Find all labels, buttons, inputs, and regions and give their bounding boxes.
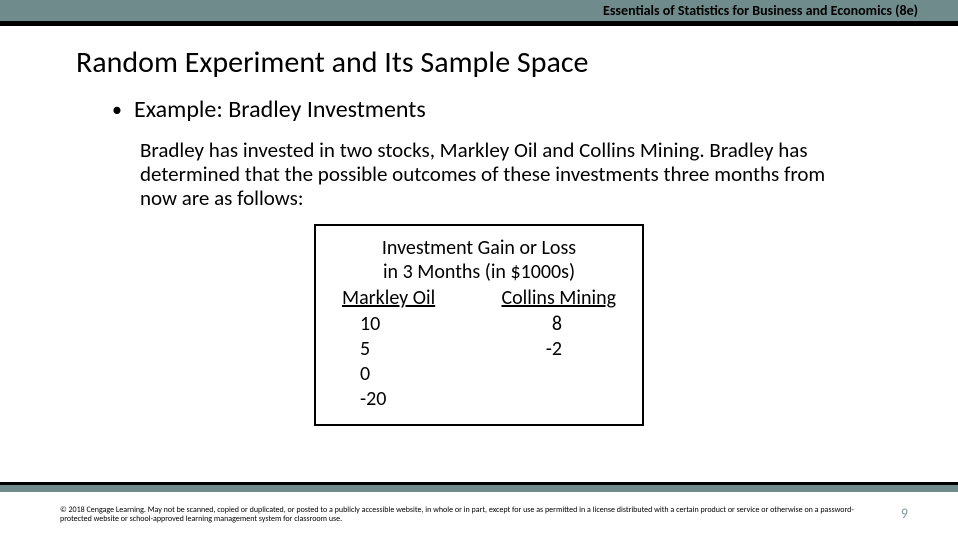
header-bar: Essentials of Statistics for Business an… — [0, 0, 958, 26]
column-markley: Markley Oil 10 5 0 -20 — [336, 286, 479, 412]
col1-v1: 10 — [360, 312, 380, 336]
copyright-text: © 2018 Cengage Learning. May not be scan… — [60, 506, 858, 524]
footer-bar — [0, 482, 958, 492]
bullet-icon: • — [112, 98, 122, 122]
outcomes-table: Investment Gain or Loss in 3 Months (in … — [314, 224, 644, 426]
table-title-line1: Investment Gain or Loss — [382, 236, 576, 260]
col1-values: 10 5 0 -20 — [342, 312, 479, 412]
page-number: 9 — [901, 505, 908, 522]
table-columns: Markley Oil 10 5 0 -20 Collins Mining 8 … — [336, 286, 622, 412]
column-collins: Collins Mining 8 -2 — [479, 286, 622, 412]
subtitle-row: • Example: Bradley Investments — [112, 95, 958, 124]
col2-values: 8 -2 — [479, 312, 616, 362]
body-paragraph: Bradley has invested in two stocks, Mark… — [140, 138, 853, 210]
col2-v2: -2 — [546, 337, 562, 361]
col1-v4: -20 — [360, 387, 386, 411]
col2-header: Collins Mining — [479, 286, 616, 310]
col1-v2: 5 — [360, 337, 370, 361]
header-text: Essentials of Statistics for Business an… — [603, 2, 918, 19]
col1-v3: 0 — [360, 362, 370, 386]
slide-title: Random Experiment and Its Sample Space — [76, 44, 958, 81]
col1-header: Markley Oil — [342, 286, 479, 310]
col2-v1: 8 — [552, 312, 562, 336]
example-subtitle: Example: Bradley Investments — [134, 95, 426, 124]
table-title-line2: in 3 Months (in $1000s) — [383, 260, 575, 284]
table-title: Investment Gain or Loss in 3 Months (in … — [336, 236, 622, 284]
